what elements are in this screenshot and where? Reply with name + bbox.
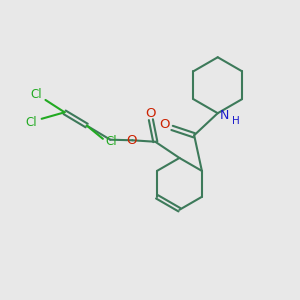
Text: N: N bbox=[220, 109, 229, 122]
Text: O: O bbox=[127, 134, 137, 147]
Text: Cl: Cl bbox=[26, 116, 37, 129]
Text: Cl: Cl bbox=[31, 88, 43, 101]
Text: H: H bbox=[232, 116, 240, 126]
Text: O: O bbox=[146, 107, 156, 120]
Text: O: O bbox=[160, 118, 170, 131]
Text: Cl: Cl bbox=[105, 135, 117, 148]
